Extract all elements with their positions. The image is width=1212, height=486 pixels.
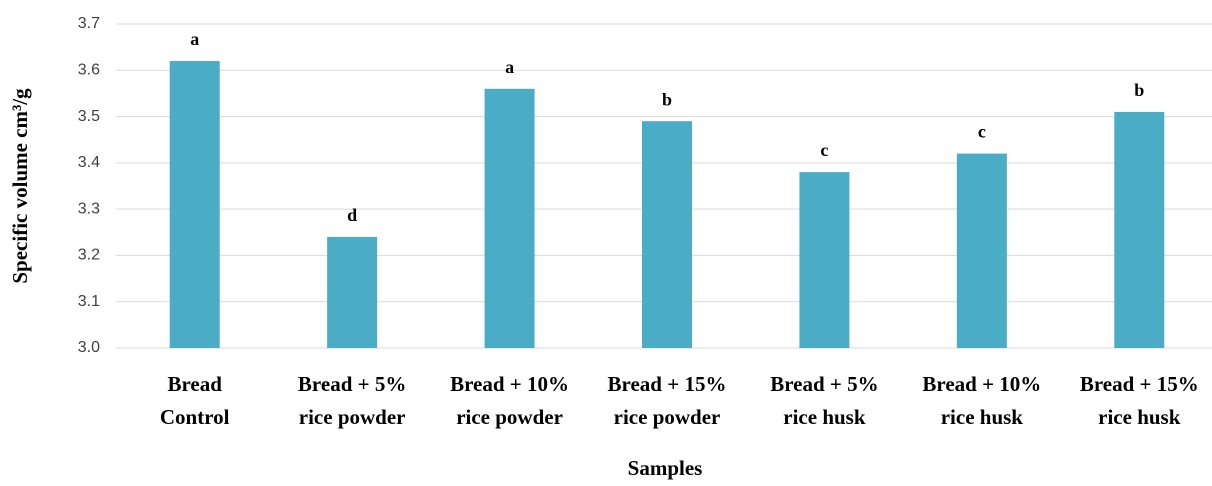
- bar-annotation: a: [190, 29, 199, 49]
- bar-annotation: b: [662, 89, 672, 109]
- x-tick-label: Bread + 15%: [608, 372, 727, 396]
- x-tick-label: Bread + 10%: [922, 372, 1041, 396]
- bar-annotation: b: [1134, 80, 1144, 100]
- x-tick-label: Control: [160, 405, 230, 429]
- x-tick-label: Bread + 10%: [450, 372, 569, 396]
- bar-annotation: c: [978, 122, 986, 142]
- x-tick-label: rice powder: [299, 405, 406, 429]
- bar: [484, 88, 535, 349]
- x-tick-label: Bread + 5%: [298, 372, 406, 396]
- x-tick-label: Bread + 15%: [1080, 372, 1199, 396]
- bar-annotation: a: [505, 57, 514, 77]
- y-axis-title: Specific volume cm³/g: [8, 88, 32, 284]
- bar: [1114, 111, 1165, 348]
- bar-annotation: d: [347, 205, 357, 225]
- y-tick-label: 3.3: [78, 200, 100, 217]
- x-tick-label: rice husk: [1098, 405, 1181, 429]
- y-tick-label: 3.2: [78, 247, 100, 264]
- y-tick-label: 3.4: [78, 154, 100, 171]
- y-tick-label: 3.1: [78, 293, 100, 310]
- bar: [169, 61, 220, 349]
- x-tick-label: rice powder: [614, 405, 721, 429]
- x-tick-label: Bread + 5%: [770, 372, 878, 396]
- x-tick-label: Bread: [167, 372, 222, 396]
- y-tick-label: 3.6: [78, 62, 100, 79]
- bar: [327, 236, 378, 348]
- y-tick-label: 3.0: [78, 339, 100, 356]
- y-tick-label: 3.5: [78, 108, 100, 125]
- x-tick-label: rice husk: [941, 405, 1024, 429]
- x-tick-label: rice powder: [456, 405, 563, 429]
- bar-annotation: c: [820, 140, 828, 160]
- bar: [642, 121, 692, 348]
- y-tick-label: 3.7: [78, 15, 100, 32]
- bar: [799, 172, 850, 348]
- x-axis-title: Samples: [628, 456, 703, 480]
- bar: [956, 153, 1007, 348]
- x-tick-label: rice husk: [783, 405, 866, 429]
